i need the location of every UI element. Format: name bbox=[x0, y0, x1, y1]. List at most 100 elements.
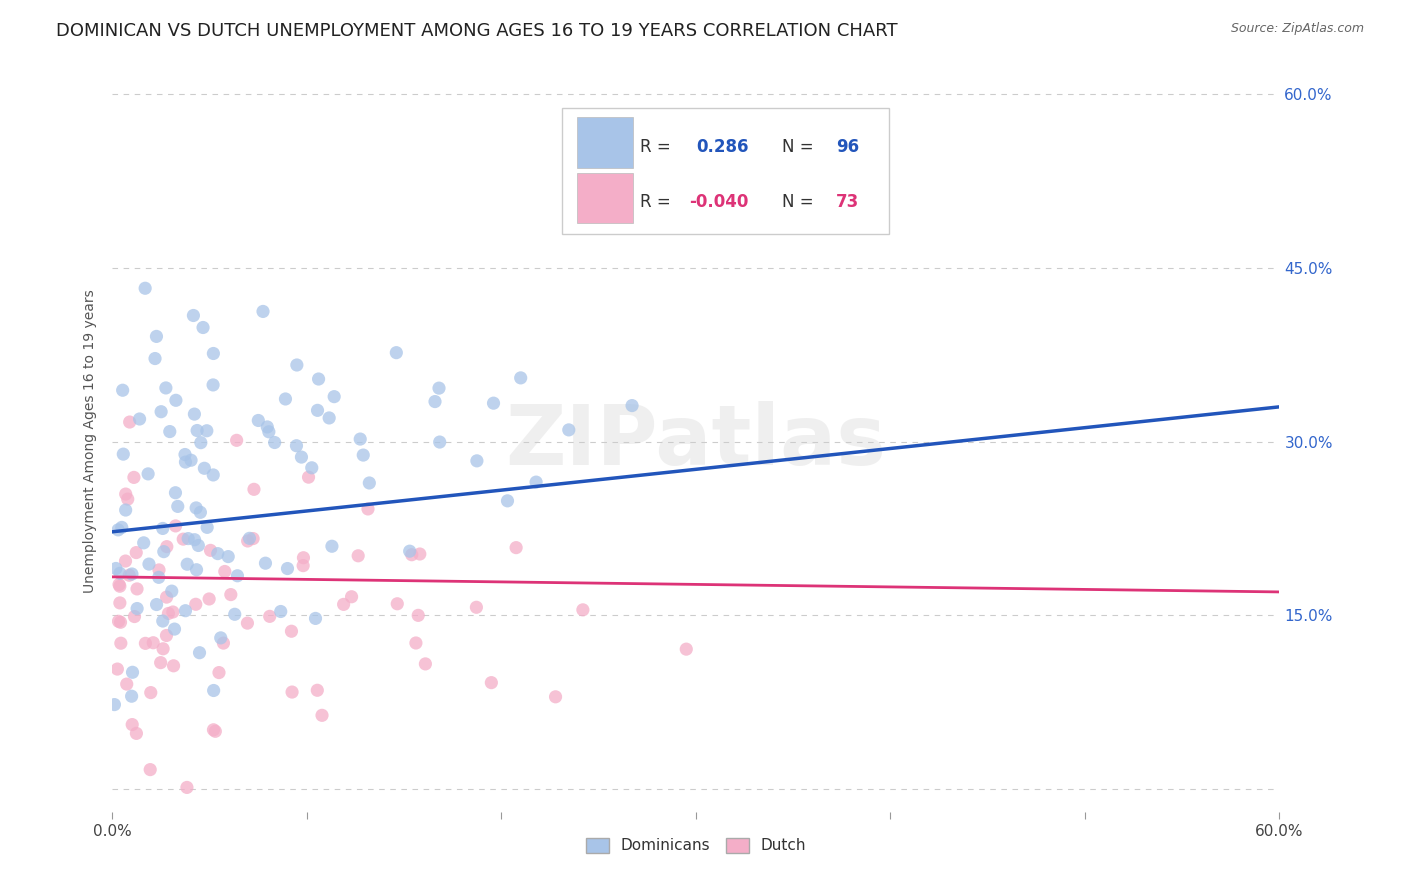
Point bbox=[247, 413, 270, 427]
Point bbox=[259, 609, 281, 624]
Point bbox=[105, 662, 128, 676]
Point bbox=[675, 642, 697, 657]
Point bbox=[165, 485, 187, 500]
Point bbox=[332, 598, 354, 612]
Point bbox=[409, 547, 432, 561]
Point bbox=[209, 631, 232, 645]
Point bbox=[152, 641, 174, 656]
Point bbox=[406, 608, 429, 623]
Point bbox=[108, 596, 131, 610]
Point bbox=[415, 657, 437, 671]
Point bbox=[174, 604, 197, 618]
Point bbox=[163, 622, 186, 636]
Point bbox=[308, 372, 330, 386]
Point bbox=[202, 723, 225, 737]
Point bbox=[225, 434, 247, 448]
Point bbox=[387, 597, 409, 611]
Point bbox=[149, 656, 172, 670]
Point bbox=[134, 281, 156, 295]
Point bbox=[301, 460, 323, 475]
Point bbox=[139, 763, 162, 777]
Point bbox=[124, 609, 146, 624]
Point bbox=[165, 393, 187, 408]
Point bbox=[118, 568, 141, 582]
Text: R =: R = bbox=[640, 194, 676, 211]
Point bbox=[238, 532, 260, 546]
Point bbox=[160, 584, 183, 599]
Point bbox=[359, 475, 381, 490]
Point bbox=[274, 392, 297, 406]
Legend: Dominicans, Dutch: Dominicans, Dutch bbox=[579, 831, 813, 860]
Point bbox=[112, 447, 135, 461]
Point bbox=[103, 698, 125, 712]
Point bbox=[166, 500, 188, 514]
Text: Source: ZipAtlas.com: Source: ZipAtlas.com bbox=[1230, 22, 1364, 36]
Point bbox=[429, 435, 451, 450]
Point bbox=[572, 603, 595, 617]
Point bbox=[134, 636, 156, 650]
Point bbox=[524, 475, 547, 489]
Point bbox=[122, 470, 145, 484]
Point bbox=[190, 435, 212, 450]
Text: 0.286: 0.286 bbox=[696, 138, 748, 156]
Point bbox=[193, 461, 215, 475]
Point bbox=[114, 554, 136, 568]
Point bbox=[347, 549, 370, 563]
FancyBboxPatch shape bbox=[576, 117, 633, 168]
Point bbox=[115, 677, 138, 691]
Point bbox=[186, 563, 208, 577]
Point bbox=[318, 411, 340, 425]
Text: R =: R = bbox=[640, 138, 676, 156]
Point bbox=[118, 415, 141, 429]
Point bbox=[398, 544, 420, 558]
Point bbox=[285, 358, 308, 372]
Point bbox=[243, 483, 266, 497]
Point bbox=[224, 607, 246, 622]
Point bbox=[108, 577, 131, 591]
Point bbox=[107, 523, 129, 537]
Point bbox=[304, 611, 326, 625]
Point bbox=[165, 519, 187, 533]
Point bbox=[311, 708, 333, 723]
Point bbox=[121, 690, 143, 704]
Point bbox=[125, 726, 148, 740]
Point bbox=[162, 658, 184, 673]
Point bbox=[108, 566, 131, 581]
Point bbox=[107, 614, 129, 628]
Point bbox=[544, 690, 567, 704]
Point bbox=[198, 591, 221, 606]
Point bbox=[385, 345, 408, 359]
Point bbox=[186, 500, 208, 515]
Point bbox=[219, 588, 242, 602]
Point bbox=[292, 550, 315, 565]
Text: 96: 96 bbox=[837, 138, 859, 156]
Point bbox=[242, 532, 264, 546]
Point bbox=[188, 646, 211, 660]
Point bbox=[174, 455, 197, 469]
Point bbox=[280, 624, 302, 639]
Text: -0.040: -0.040 bbox=[689, 194, 748, 211]
Point bbox=[479, 675, 502, 690]
Point bbox=[148, 563, 170, 577]
Text: 73: 73 bbox=[837, 194, 859, 211]
Point bbox=[190, 505, 212, 519]
Point bbox=[138, 557, 160, 571]
Point bbox=[401, 548, 423, 562]
Point bbox=[172, 532, 194, 546]
Point bbox=[195, 424, 218, 438]
Point bbox=[183, 407, 205, 421]
Point bbox=[349, 432, 371, 446]
Point bbox=[212, 636, 235, 650]
Point bbox=[143, 351, 166, 366]
Point bbox=[352, 448, 374, 462]
Point bbox=[285, 439, 308, 453]
Point bbox=[270, 605, 292, 619]
Point bbox=[204, 724, 226, 739]
Point bbox=[174, 448, 197, 462]
Point bbox=[290, 450, 312, 464]
Point bbox=[110, 615, 132, 630]
Point bbox=[200, 543, 222, 558]
Point bbox=[256, 420, 278, 434]
Point bbox=[148, 570, 170, 584]
Point bbox=[257, 425, 280, 439]
